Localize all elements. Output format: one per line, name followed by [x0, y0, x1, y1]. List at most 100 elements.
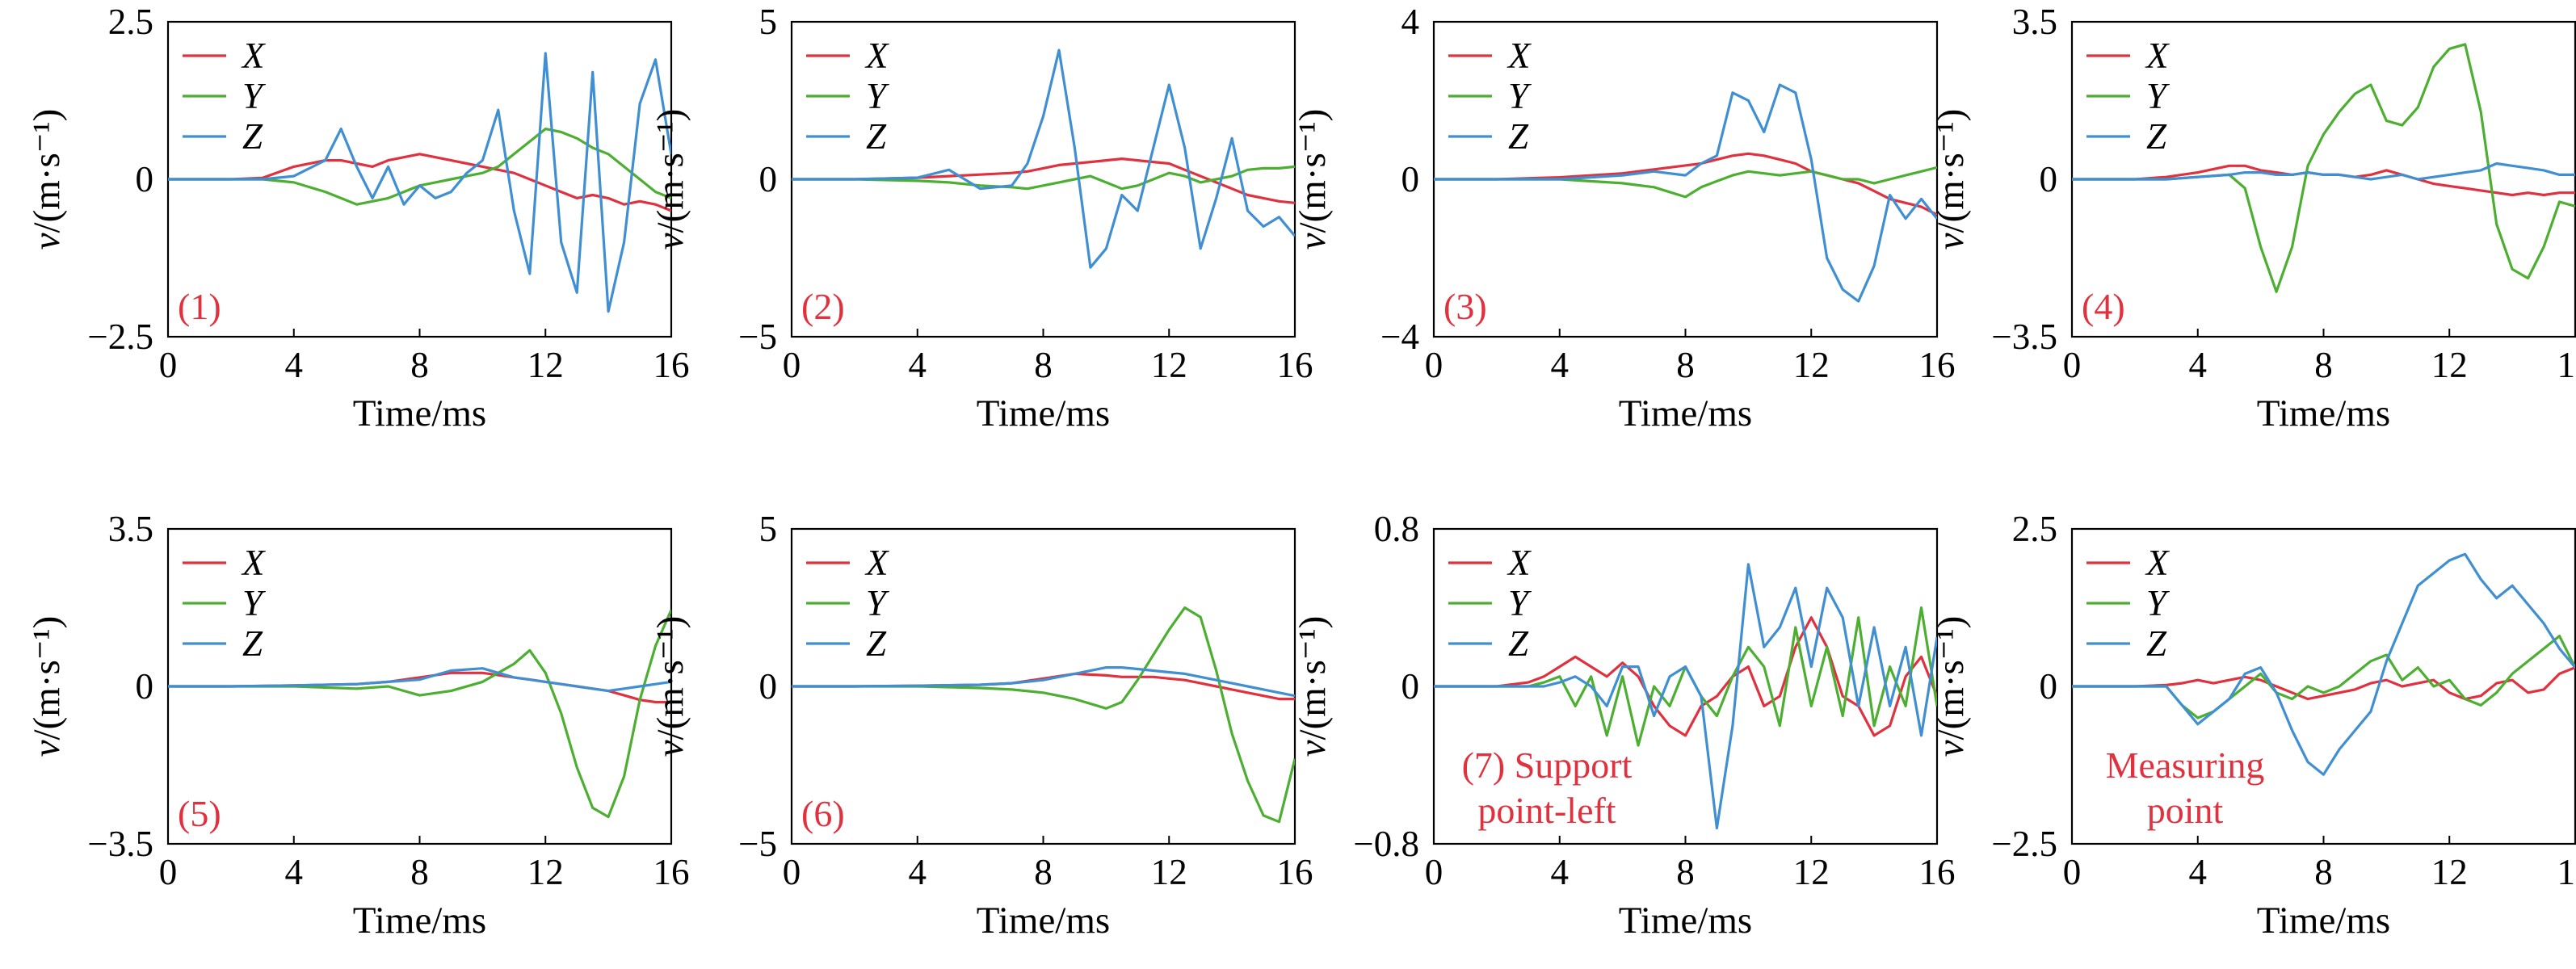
x-tick-label: 12: [527, 345, 564, 385]
legend-label-x: X: [864, 36, 889, 76]
x-tick-label: 8: [2314, 852, 2333, 892]
series-line-y: [1434, 606, 1937, 747]
x-tick-label: 0: [1425, 852, 1443, 892]
x-tick-label: 0: [783, 852, 801, 892]
x-tick-label: 16: [653, 852, 690, 892]
x-tick-label: 4: [285, 345, 304, 385]
x-tick-label: 16: [653, 345, 690, 385]
series-line-x: [2072, 666, 2575, 701]
series-line-z: [168, 52, 671, 313]
x-tick-label: 4: [1551, 345, 1570, 385]
x-tick-label: 8: [2314, 345, 2333, 385]
legend-label-x: X: [2145, 543, 2170, 583]
x-tick-label: 0: [1425, 345, 1443, 385]
legend-label-z: Z: [2146, 623, 2167, 664]
series-line-y: [1434, 166, 1937, 199]
y-tick-label: −2.5: [1991, 824, 2057, 864]
series-line-z: [1434, 563, 1937, 830]
series-line-x: [1434, 616, 1937, 737]
y-tick-label: −3.5: [1991, 317, 2057, 357]
panel-label: (3): [1443, 286, 1487, 327]
x-tick-label: 16: [1277, 345, 1313, 385]
panel-8: 04812162.50−2.5Time/msv/(m·s⁻¹)XYZMeasur…: [1930, 509, 2576, 942]
legend-label-y: Y: [1508, 583, 1532, 623]
x-tick-label: 4: [2189, 345, 2208, 385]
y-tick-label: 3.5: [108, 509, 153, 549]
legend-label-y: Y: [242, 583, 267, 623]
x-tick-label: 0: [159, 852, 178, 892]
series-line-y: [168, 609, 671, 819]
series-line-y: [792, 606, 1295, 824]
legend-label-y: Y: [242, 76, 267, 116]
x-tick-label: 8: [1676, 345, 1695, 385]
x-tick-label: 12: [1793, 345, 1830, 385]
x-tick-label: 4: [909, 852, 927, 892]
panel-label: (2): [801, 286, 845, 327]
series-line-y: [168, 128, 671, 206]
legend-label-x: X: [2145, 36, 2170, 76]
panel-label: point-left: [1477, 790, 1616, 831]
y-tick-label: 5: [759, 509, 778, 549]
y-tick-label: 5: [759, 2, 778, 42]
legend-label-z: Z: [1508, 116, 1529, 157]
legend-label-z: Z: [242, 116, 263, 157]
x-axis-label: Time/ms: [1619, 392, 1752, 434]
x-axis-label: Time/ms: [1619, 900, 1752, 942]
y-tick-label: 0: [1401, 666, 1420, 707]
legend-label-x: X: [864, 543, 889, 583]
x-tick-label: 8: [1676, 852, 1695, 892]
x-tick-label: 12: [2431, 345, 2468, 385]
panel-label: Measuring: [2106, 745, 2265, 786]
x-tick-label: 0: [2063, 852, 2082, 892]
x-axis-label: Time/ms: [353, 900, 486, 942]
series-line-y: [2072, 635, 2575, 719]
series-line-x: [2072, 164, 2575, 197]
x-tick-label: 4: [1551, 852, 1570, 892]
x-tick-label: 12: [2431, 852, 2468, 892]
y-tick-label: 2.5: [2012, 509, 2057, 549]
x-tick-label: 16: [2557, 345, 2576, 385]
series-line-z: [792, 666, 1295, 698]
x-tick-label: 12: [1151, 852, 1187, 892]
x-axis-label: Time/ms: [977, 392, 1110, 434]
y-tick-label: −4: [1380, 317, 1419, 357]
legend-label-x: X: [1507, 543, 1532, 583]
y-tick-label: 0: [759, 666, 778, 707]
y-axis-label: v/(m·s⁻¹): [649, 109, 691, 250]
series-line-x: [168, 153, 671, 212]
x-tick-label: 12: [1151, 345, 1187, 385]
legend-label-x: X: [1507, 36, 1532, 76]
y-tick-label: 3.5: [2012, 2, 2057, 42]
legend-label-z: Z: [866, 623, 887, 664]
series-line-z: [168, 667, 671, 693]
y-tick-label: 0: [136, 159, 154, 199]
y-tick-label: 0: [2040, 159, 2058, 199]
x-axis-label: Time/ms: [2257, 900, 2390, 942]
x-axis-label: Time/ms: [353, 392, 486, 434]
x-tick-label: 12: [1793, 852, 1830, 892]
legend-label-x: X: [241, 36, 266, 76]
x-tick-label: 16: [1277, 852, 1313, 892]
y-tick-label: −2.5: [87, 317, 153, 357]
x-tick-label: 16: [1919, 852, 1956, 892]
x-axis-label: Time/ms: [977, 900, 1110, 942]
x-tick-label: 4: [2189, 852, 2208, 892]
legend-label-y: Y: [866, 76, 890, 116]
y-tick-label: −3.5: [87, 824, 153, 864]
y-tick-label: −0.8: [1353, 824, 1419, 864]
x-tick-label: 0: [159, 345, 178, 385]
legend-label-y: Y: [866, 583, 890, 623]
y-axis-label: v/(m·s⁻¹): [1292, 616, 1334, 757]
legend-label-z: Z: [2146, 116, 2167, 157]
legend-label-y: Y: [2146, 583, 2170, 623]
y-axis-label: v/(m·s⁻¹): [1292, 109, 1334, 250]
y-tick-label: −5: [738, 317, 777, 357]
